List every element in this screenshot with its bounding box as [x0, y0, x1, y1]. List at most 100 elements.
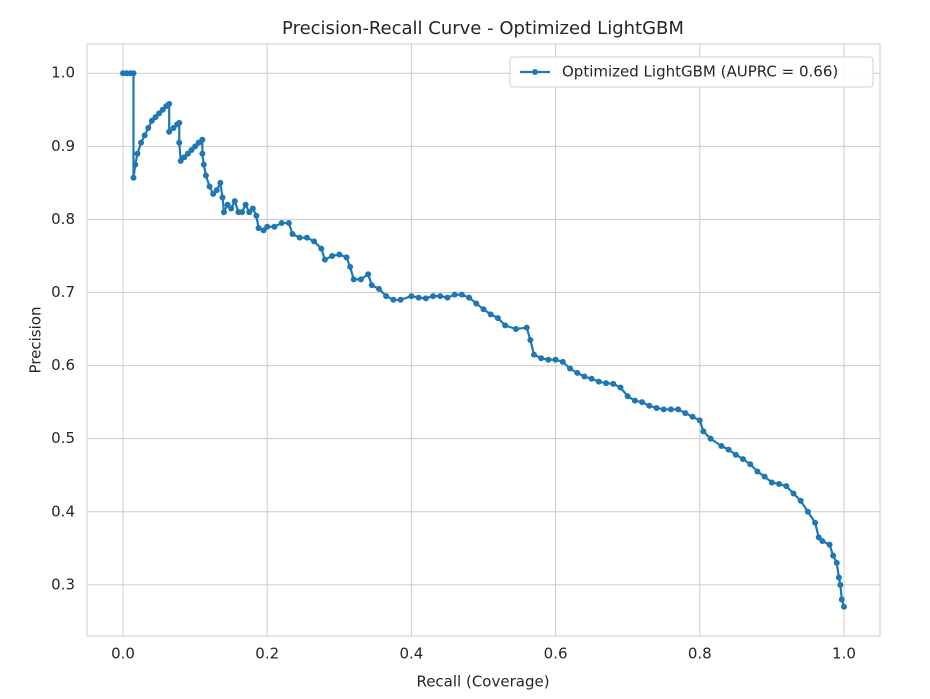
data-point [130, 174, 137, 181]
data-point [631, 397, 638, 404]
x-tick-label: 0.6 [544, 645, 568, 663]
y-tick-label: 0.7 [51, 283, 75, 301]
data-point [145, 125, 152, 132]
data-point [837, 581, 844, 588]
data-point [581, 373, 588, 380]
data-point [815, 534, 822, 541]
data-point [675, 406, 682, 413]
data-point [689, 413, 696, 420]
x-tick-label: 0.8 [688, 645, 712, 663]
data-point [390, 296, 397, 303]
data-point [200, 161, 207, 168]
data-point [343, 254, 350, 261]
data-point [768, 479, 775, 486]
data-point [166, 100, 173, 107]
data-point [397, 296, 404, 303]
data-point [466, 294, 473, 301]
y-tick-label: 0.6 [51, 356, 75, 374]
data-point [224, 201, 231, 208]
data-point [473, 300, 480, 307]
data-point [707, 435, 714, 442]
data-point [830, 552, 837, 559]
data-point [264, 223, 271, 230]
data-point [422, 295, 429, 302]
data-point [819, 537, 826, 544]
data-point [347, 263, 354, 270]
data-point [170, 125, 177, 132]
data-point [838, 596, 845, 603]
data-point [444, 294, 451, 301]
data-point [130, 70, 137, 77]
data-point [667, 406, 674, 413]
data-point [271, 223, 278, 230]
data-point [833, 559, 840, 566]
data-point [329, 252, 336, 259]
data-point [383, 293, 390, 300]
y-tick-label: 1.0 [51, 64, 75, 82]
data-point [718, 442, 725, 449]
data-point [458, 291, 465, 298]
data-point [278, 220, 285, 227]
data-point [523, 324, 530, 331]
y-tick-label: 0.5 [51, 429, 75, 447]
data-point [761, 473, 768, 480]
data-point [696, 417, 703, 424]
data-point [350, 276, 357, 283]
data-point [502, 322, 509, 329]
data-point [588, 375, 595, 382]
data-point [289, 231, 296, 238]
data-point [217, 179, 224, 186]
data-point [682, 410, 689, 417]
data-point [138, 139, 145, 146]
x-tick-label: 0.2 [255, 645, 279, 663]
data-point [177, 157, 184, 164]
data-point [199, 136, 206, 143]
data-point [228, 205, 235, 212]
data-point [826, 541, 833, 548]
data-point [296, 234, 303, 241]
y-tick-label: 0.9 [51, 137, 75, 155]
data-point [255, 225, 262, 232]
data-point [840, 603, 847, 610]
data-point [559, 358, 566, 365]
data-point [210, 190, 217, 197]
data-point [246, 209, 253, 216]
legend-marker [532, 69, 538, 75]
y-tick-label: 0.3 [51, 575, 75, 593]
data-point [700, 428, 707, 435]
data-point [790, 490, 797, 497]
data-point [835, 574, 842, 581]
data-point [206, 183, 213, 190]
data-point [538, 355, 545, 362]
data-point [249, 205, 256, 212]
data-point [494, 315, 501, 322]
data-point [480, 306, 487, 313]
data-point [530, 351, 537, 358]
data-point [318, 245, 325, 252]
data-point [176, 139, 183, 146]
data-point [375, 285, 382, 292]
data-point [181, 154, 188, 161]
data-point [740, 456, 747, 463]
data-point [797, 497, 804, 504]
data-point [159, 106, 166, 113]
data-point [747, 461, 754, 468]
data-point [512, 326, 519, 333]
data-point [567, 365, 574, 372]
data-point [253, 212, 260, 219]
data-point [220, 209, 227, 216]
data-point [238, 209, 245, 216]
data-point [192, 143, 199, 150]
data-point [574, 369, 581, 376]
data-point [783, 483, 790, 490]
data-point [776, 480, 783, 487]
data-point [595, 378, 602, 385]
data-point [545, 356, 552, 363]
data-point [725, 446, 732, 453]
data-point [812, 519, 819, 526]
data-point [415, 294, 422, 301]
data-point [408, 293, 415, 300]
y-tick-label: 0.4 [51, 502, 75, 520]
data-point [260, 227, 267, 234]
